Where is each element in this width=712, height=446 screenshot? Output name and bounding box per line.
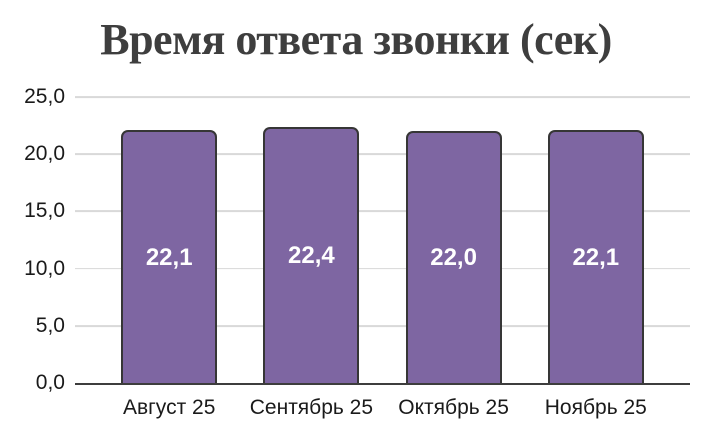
gridline [75,267,690,270]
x-axis-category-label: Октябрь 25 [398,396,509,419]
x-axis-category-label: Август 25 [122,396,216,419]
gridline [75,324,690,327]
y-axis-tick-label: 0,0 [35,371,65,394]
gridline [75,96,690,98]
chart-title: Время ответа звонки (сек) [100,15,612,64]
plot-area: 25,0 20,0 15,0 10,0 5,0 0,0 22,1 Август 25 22,4 С… [24,85,690,419]
gridline [75,210,690,213]
x-axis-category-label: Сентябрь 25 [249,396,374,419]
bar-Сентябрь 25: 22,4 [263,126,360,383]
bar-Ноябрь 25: 22,1 [547,130,644,383]
y-axis-tick-label: 15,0 [24,199,65,223]
bar-value-label: 22,1 [145,243,193,271]
y-axis-tick-label: 20,0 [24,142,65,166]
bar-value-label: 22,0 [430,244,477,272]
bar-value-label: 22,4 [288,241,335,269]
x-axis-category-label: Ноябрь 25 [544,396,647,419]
bar-value-label: 22,1 [572,243,620,271]
gridline [75,153,690,156]
y-axis-tick-label: 10,0 [24,256,65,280]
bar-Август 25: 22,1 [121,130,218,383]
y-axis-tick-label: 5,0 [35,313,65,337]
bar-Октябрь 25: 22,0 [405,131,502,383]
y-axis-tick-label: 25,0 [24,85,65,108]
